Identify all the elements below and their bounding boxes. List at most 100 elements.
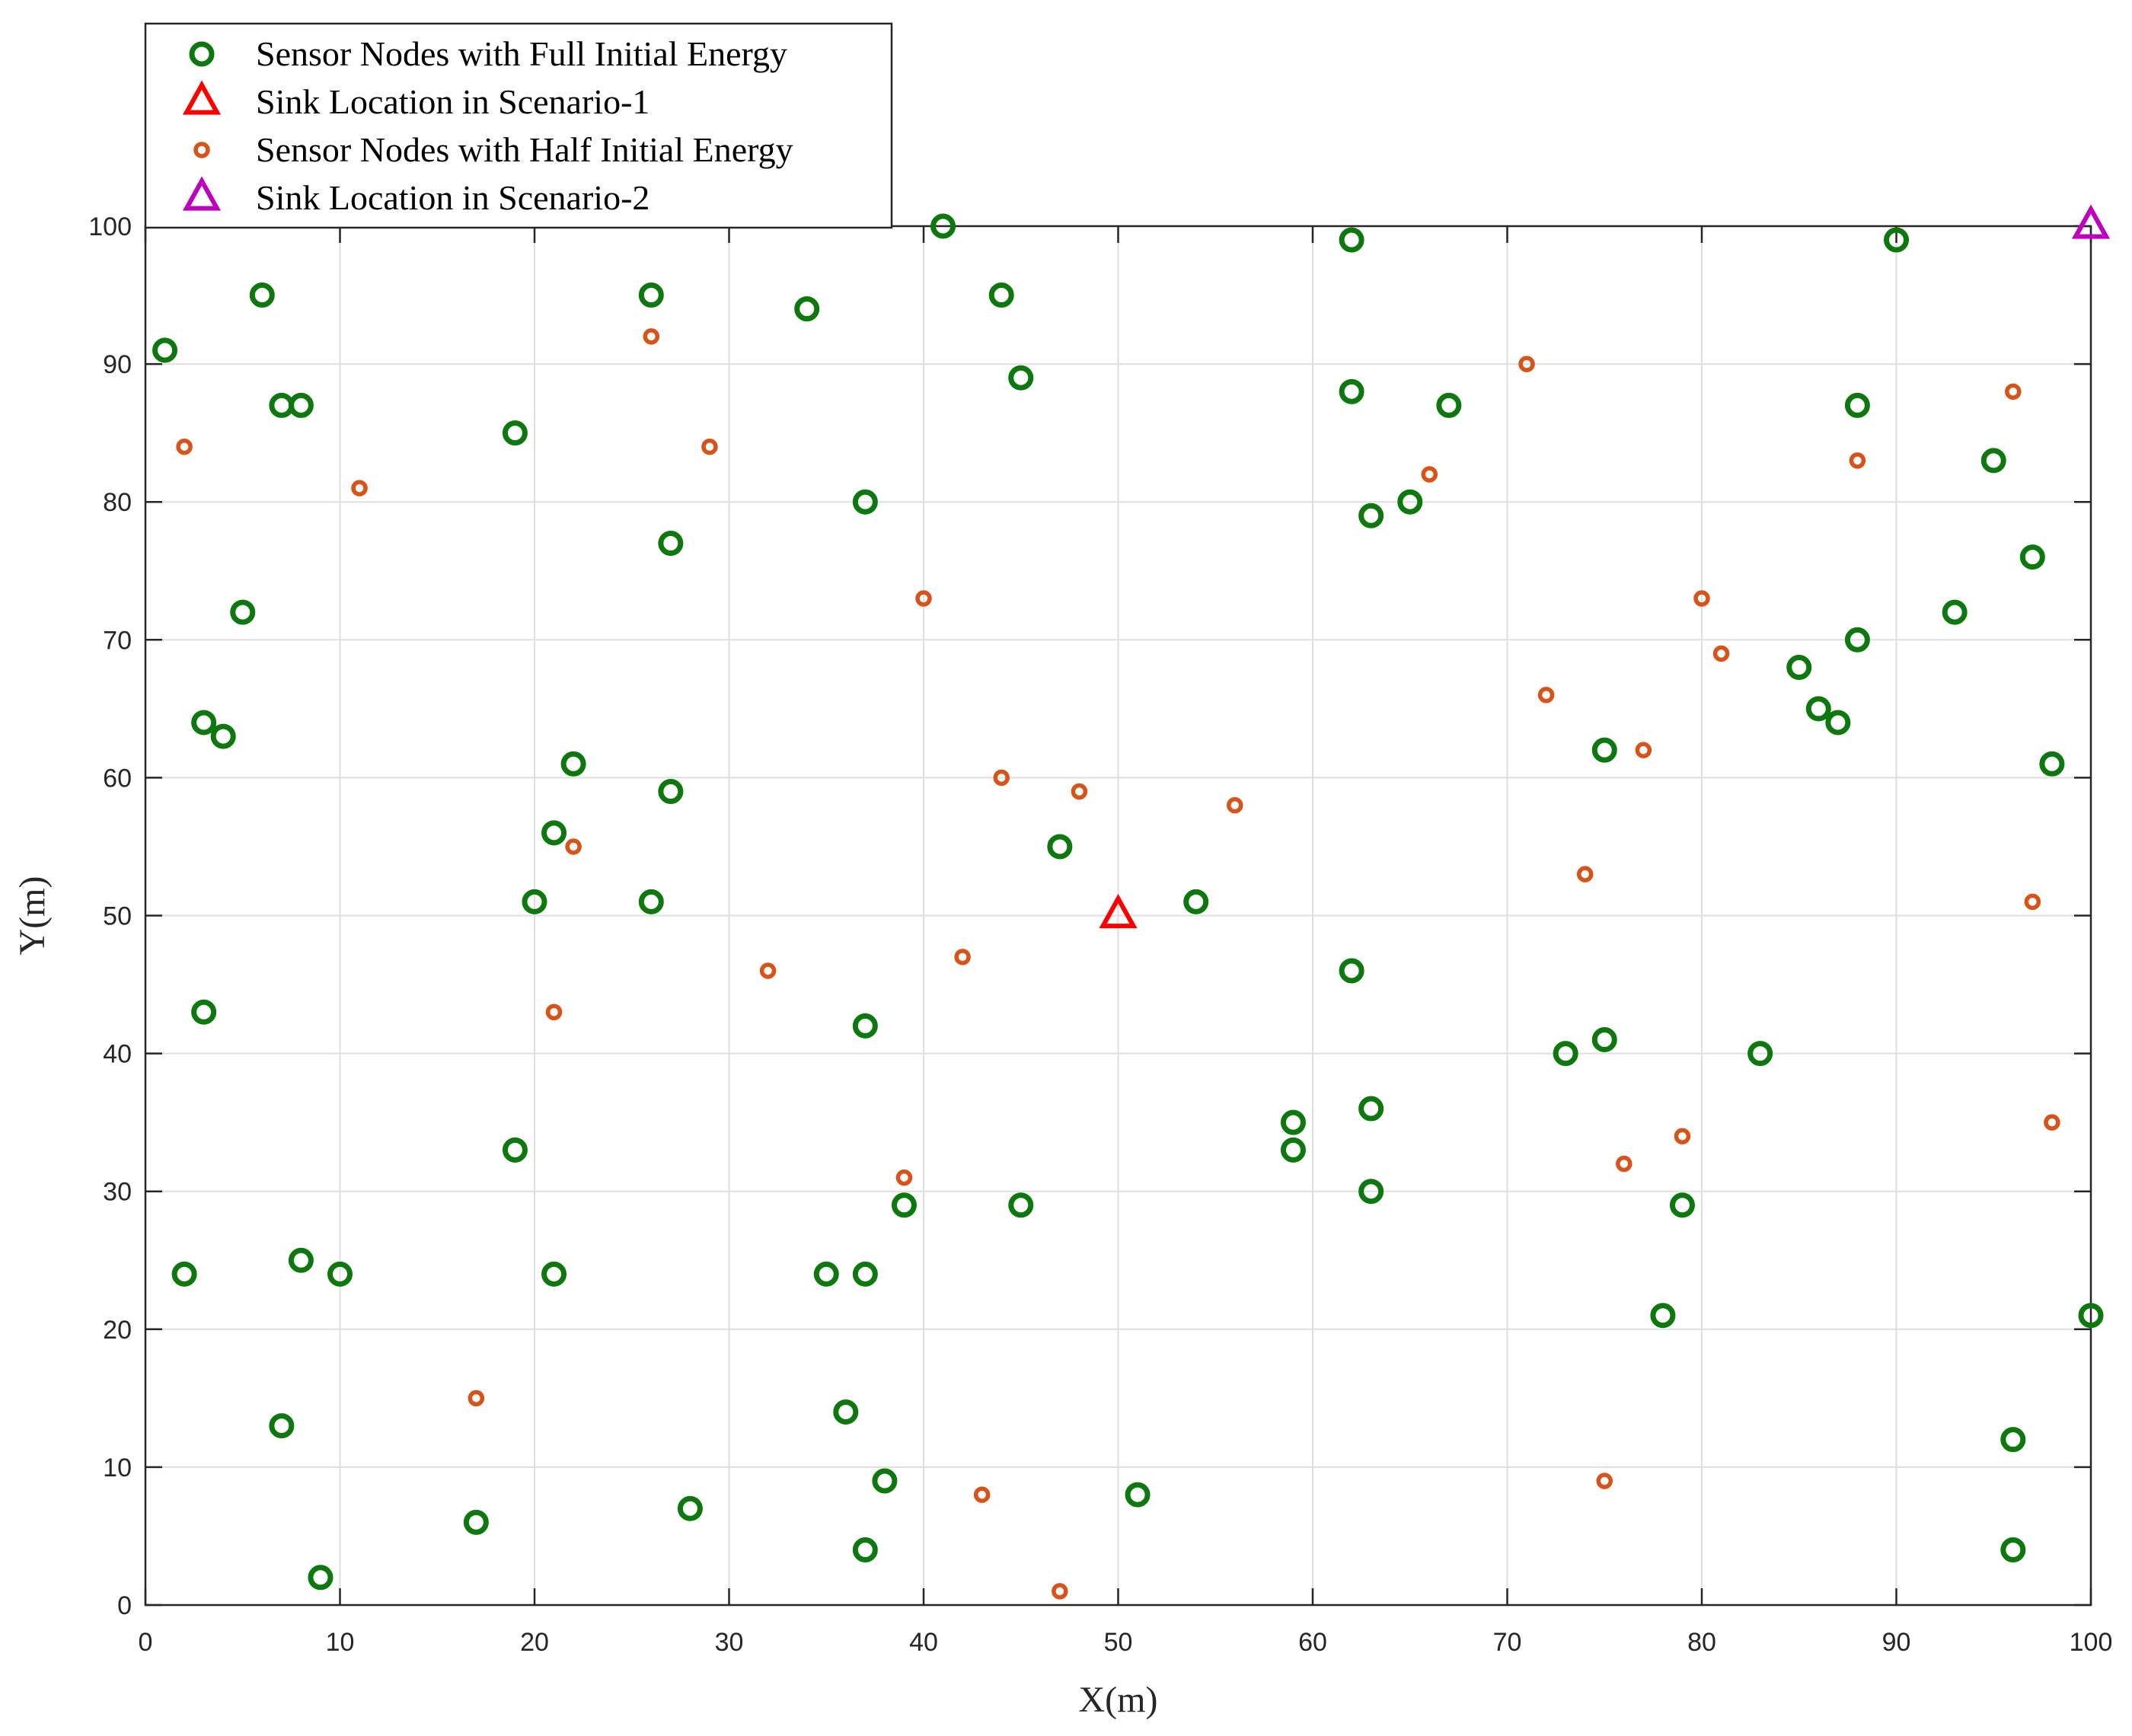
x-tick-label: 10 bbox=[326, 1628, 355, 1657]
sensor-node-point bbox=[852, 1013, 878, 1039]
x-tick-label: 40 bbox=[909, 1628, 938, 1657]
x-tick-label: 90 bbox=[1882, 1628, 1911, 1657]
sensor-node-point bbox=[1805, 696, 1831, 722]
y-tick-label: 60 bbox=[103, 764, 132, 793]
x-tick-label: 70 bbox=[1493, 1628, 1522, 1657]
sensor-node-point bbox=[2000, 1427, 2026, 1453]
sensor-node-point bbox=[522, 889, 547, 914]
sensor-node-point bbox=[249, 282, 275, 308]
sensor-node-point bbox=[915, 590, 932, 607]
sensor-node-point bbox=[658, 531, 684, 557]
sensor-node-point bbox=[891, 1192, 917, 1218]
sensor-node-point bbox=[1591, 1026, 1617, 1052]
sensor-node-point bbox=[541, 820, 567, 846]
sensor-node-point bbox=[468, 1390, 485, 1407]
legend: Sensor Nodes with Full Initial Energy Sin… bbox=[144, 22, 893, 229]
series-sink-location-in-scenario-1 bbox=[1099, 894, 1138, 929]
x-tick-label: 80 bbox=[1687, 1628, 1716, 1657]
sensor-node-point bbox=[677, 1495, 703, 1521]
sensor-node-point bbox=[833, 1399, 859, 1425]
y-tick-label: 50 bbox=[103, 902, 132, 931]
sensor-node-point bbox=[308, 1565, 334, 1591]
sensor-node-point bbox=[2044, 1114, 2060, 1131]
sensor-node-point bbox=[1849, 452, 1866, 469]
sensor-node-point bbox=[191, 999, 217, 1025]
sensor-node-point bbox=[502, 1137, 528, 1163]
sensor-node-point bbox=[210, 723, 236, 749]
sensor-node-point bbox=[545, 1004, 563, 1021]
sensor-node-point bbox=[1693, 590, 1710, 607]
sensor-node-point bbox=[852, 1537, 878, 1563]
y-tick-label: 30 bbox=[103, 1178, 132, 1207]
y-tick-label: 20 bbox=[103, 1316, 132, 1345]
sensor-node-point bbox=[152, 337, 178, 363]
sensor-node-point bbox=[872, 1468, 898, 1494]
legend-box bbox=[144, 22, 893, 229]
sensor-node-point bbox=[1358, 1096, 1384, 1122]
sensor-node-point bbox=[1942, 599, 1968, 625]
sink-marker bbox=[2071, 204, 2111, 239]
sensor-node-point bbox=[895, 1169, 913, 1186]
sensor-node-point bbox=[1537, 686, 1555, 704]
sensor-node-point bbox=[1280, 1109, 1306, 1135]
sensor-node-point bbox=[463, 1509, 489, 1535]
sensor-node-point bbox=[1884, 227, 1909, 253]
sensor-node-point bbox=[1008, 1192, 1034, 1218]
y-tick-label: 100 bbox=[88, 212, 132, 241]
sensor-node-point bbox=[176, 439, 193, 455]
x-tick-label: 100 bbox=[2070, 1628, 2113, 1657]
x-axis-label: X(m) bbox=[1079, 1680, 1158, 1720]
sensor-node-point bbox=[1553, 1041, 1578, 1067]
sensor-node-point bbox=[269, 1413, 295, 1439]
sensor-node-point bbox=[1650, 1303, 1676, 1329]
sensor-node-point bbox=[1712, 645, 1730, 662]
series-sink-location-in-scenario-2 bbox=[2071, 204, 2111, 239]
legend-label: Sink Location in Scenario-1 bbox=[256, 82, 649, 121]
sensor-node-point bbox=[1669, 1192, 1695, 1218]
sensor-node-point bbox=[327, 1261, 353, 1287]
x-tick-label: 30 bbox=[715, 1628, 744, 1657]
sensor-node-point bbox=[565, 838, 582, 855]
sensor-node-point bbox=[1591, 737, 1617, 763]
y-tick-label: 90 bbox=[103, 350, 132, 379]
sensor-node-point bbox=[1358, 503, 1384, 528]
y-tick-label: 0 bbox=[117, 1591, 132, 1620]
sensor-node-point bbox=[2019, 544, 2045, 570]
sensor-node-point bbox=[191, 710, 217, 736]
sensor-node-point bbox=[230, 599, 256, 625]
sensor-node-point bbox=[1844, 392, 1870, 418]
data-points bbox=[152, 204, 2111, 1600]
sensor-node-point bbox=[1358, 1179, 1384, 1205]
sensor-node-point bbox=[658, 779, 684, 805]
sensor-node-point bbox=[1786, 655, 1812, 681]
sensor-node-point bbox=[502, 420, 528, 446]
sensor-node-point bbox=[1339, 958, 1364, 984]
sensor-node-point bbox=[2024, 893, 2041, 911]
sensor-node-point bbox=[1397, 489, 1423, 515]
sensor-node-point bbox=[813, 1261, 839, 1287]
sensor-node-point bbox=[2005, 383, 2022, 400]
sensor-node-point bbox=[1183, 889, 1209, 914]
sensor-node-point bbox=[993, 769, 1010, 787]
sensor-node-point bbox=[1052, 1583, 1068, 1600]
sensor-node-point bbox=[1596, 1473, 1613, 1489]
sensor-node-point bbox=[1980, 448, 2006, 474]
sensor-node-point bbox=[794, 296, 820, 322]
x-tick-label: 0 bbox=[139, 1628, 153, 1657]
sensor-node-point bbox=[643, 328, 660, 345]
legend-label: Sensor Nodes with Half Initial Energy bbox=[256, 130, 793, 169]
sensor-node-point bbox=[1616, 1155, 1633, 1173]
sensor-node-point bbox=[973, 1486, 991, 1503]
sensor-node-point bbox=[1844, 627, 1870, 653]
sensor-node-point bbox=[1125, 1482, 1151, 1508]
sensor-node-point bbox=[1339, 378, 1364, 404]
sensor-node-point bbox=[1280, 1137, 1306, 1163]
sensor-node-point bbox=[852, 1261, 878, 1287]
sensor-node-point bbox=[1436, 392, 1462, 418]
sensor-node-point bbox=[288, 1247, 314, 1273]
sensor-node-point bbox=[560, 751, 586, 777]
sensor-node-point bbox=[1227, 796, 1243, 814]
sensor-node-point bbox=[541, 1261, 567, 1287]
